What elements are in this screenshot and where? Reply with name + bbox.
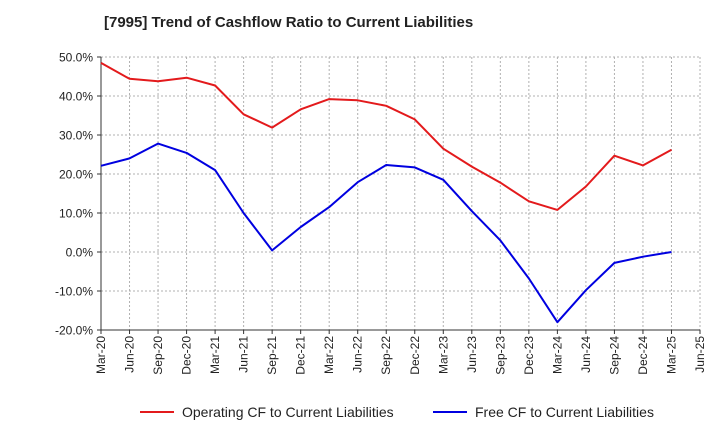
legend-swatch-operating-cf <box>140 411 174 413</box>
legend: Operating CF to Current Liabilities Free… <box>0 404 720 426</box>
x-tick-label: Jun-24 <box>579 336 593 373</box>
x-tick-label: Dec-20 <box>180 336 194 375</box>
x-tick-label: Mar-25 <box>664 336 678 374</box>
x-tick-label: Sep-22 <box>379 336 393 375</box>
x-tick-label: Mar-20 <box>94 336 108 374</box>
y-tick-label: 40.0% <box>59 90 93 104</box>
chart-title: [7995] Trend of Cashflow Ratio to Curren… <box>104 14 474 31</box>
x-tick-label: Mar-23 <box>436 336 450 374</box>
plot-area <box>101 57 700 330</box>
legend-swatch-free-cf <box>433 411 467 413</box>
x-tick-label: Mar-21 <box>208 336 222 374</box>
y-tick-label: 0.0% <box>66 246 94 260</box>
y-tick-label: 20.0% <box>59 168 93 182</box>
y-tick-label: -20.0% <box>55 324 93 338</box>
x-tick-label: Mar-24 <box>550 336 564 374</box>
x-tick-label: Dec-24 <box>636 336 650 375</box>
y-tick-label: 50.0% <box>59 51 93 65</box>
y-tick-label: 30.0% <box>59 129 93 143</box>
x-tick-label: Jun-22 <box>351 336 365 373</box>
y-tick-label: -10.0% <box>55 285 93 299</box>
x-tick-label: Sep-21 <box>265 336 279 375</box>
legend-label-free-cf: Free CF to Current Liabilities <box>475 404 654 420</box>
series-line-operating-cf <box>100 62 672 211</box>
y-tick-label: 10.0% <box>59 207 93 221</box>
x-tick-label: Jun-23 <box>465 336 479 373</box>
x-tick-label: Dec-21 <box>294 336 308 375</box>
x-tick-label: Sep-23 <box>493 336 507 375</box>
x-tick-label: Dec-23 <box>522 336 536 375</box>
x-tick-label: Dec-22 <box>408 336 422 375</box>
x-tick-label: Sep-20 <box>151 336 165 375</box>
x-tick-label: Jun-21 <box>237 336 251 373</box>
legend-label-operating-cf: Operating CF to Current Liabilities <box>182 404 394 420</box>
series-line-free-cf <box>100 142 672 324</box>
x-tick-label: Jun-20 <box>123 336 137 373</box>
x-tick-label: Jun-25 <box>693 336 707 373</box>
x-tick-label: Sep-24 <box>607 336 621 375</box>
legend-item-operating-cf: Operating CF to Current Liabilities <box>140 404 394 420</box>
legend-item-free-cf: Free CF to Current Liabilities <box>433 404 654 420</box>
x-tick-label: Mar-22 <box>322 336 336 374</box>
